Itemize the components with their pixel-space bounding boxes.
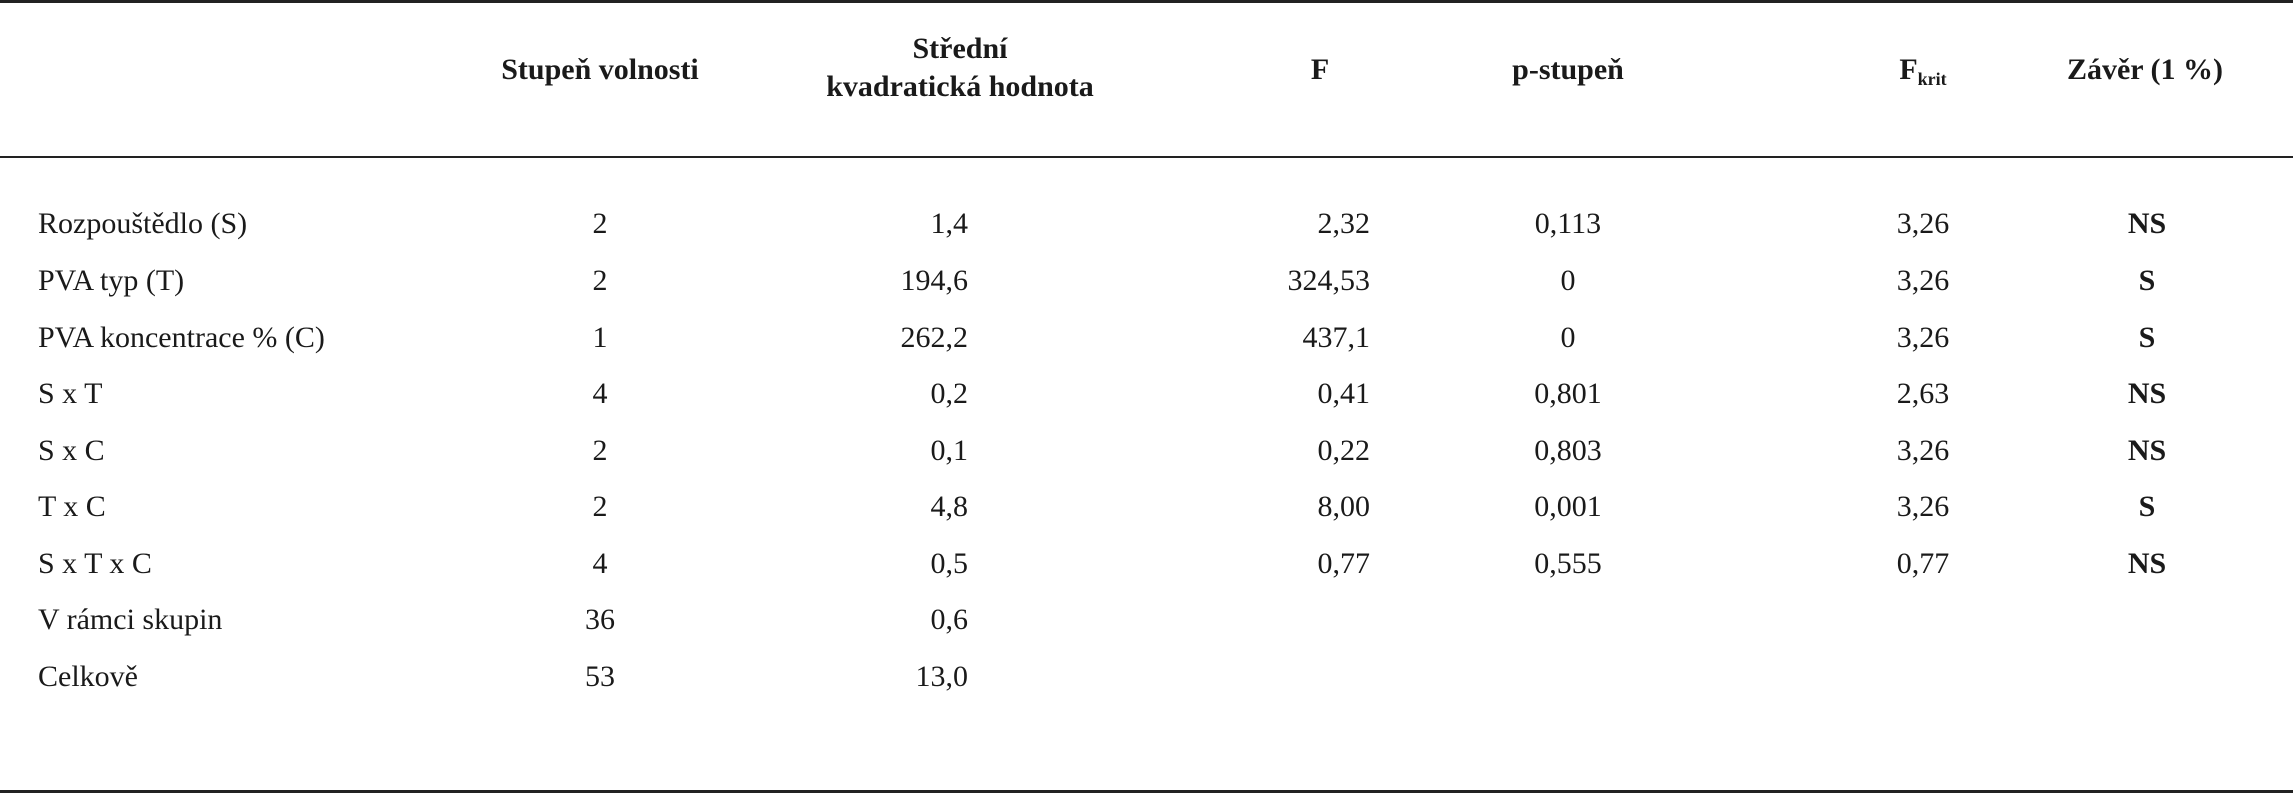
cell-zaver: NS	[2127, 434, 2167, 467]
cell-f: 0,22	[1317, 434, 1371, 467]
cell-p: 0,801	[1534, 377, 1602, 410]
cell-ms: 0,6	[930, 603, 969, 636]
cell-dof: 1	[592, 321, 608, 354]
table-top-rule	[0, 0, 2293, 3]
cell-f: 437,1	[1302, 321, 1371, 354]
cell-p: 0,113	[1534, 207, 1602, 240]
cell-dof: 2	[592, 434, 608, 467]
cell-p: 0	[1560, 264, 1576, 297]
header-f: F	[1310, 53, 1330, 86]
header-p: p-stupeň	[1512, 53, 1624, 86]
row-label: V rámci skupin	[38, 603, 223, 636]
table-header-rule	[0, 156, 2293, 158]
header-ms: Střední kvadratická hodnota	[760, 30, 1160, 106]
cell-f: 2,32	[1317, 207, 1371, 240]
table-bottom-rule	[0, 790, 2293, 793]
cell-fkrit: 0,77	[1896, 547, 1950, 580]
cell-ms: 194,6	[900, 264, 969, 297]
cell-ms: 262,2	[900, 321, 969, 354]
cell-ms: 1,4	[930, 207, 969, 240]
cell-ms: 0,2	[930, 377, 969, 410]
cell-fkrit: 3,26	[1896, 434, 1950, 467]
cell-f: 8,00	[1317, 490, 1371, 523]
header-fkrit-sub: krit	[1917, 69, 1947, 89]
cell-zaver: NS	[2127, 547, 2167, 580]
cell-dof: 36	[585, 603, 615, 636]
cell-zaver: NS	[2127, 377, 2167, 410]
cell-dof: 2	[592, 264, 608, 297]
row-label: S x C	[38, 434, 105, 467]
cell-fkrit: 3,26	[1896, 321, 1950, 354]
cell-p: 0,803	[1534, 434, 1602, 467]
cell-fkrit: 3,26	[1896, 264, 1950, 297]
cell-fkrit: 3,26	[1896, 207, 1950, 240]
cell-fkrit: 2,63	[1896, 377, 1950, 410]
cell-dof: 2	[592, 207, 608, 240]
cell-p: 0	[1560, 321, 1576, 354]
row-label: Rozpouštědlo (S)	[38, 207, 248, 240]
cell-dof: 4	[592, 547, 608, 580]
row-label: S x T x C	[38, 547, 152, 580]
cell-ms: 13,0	[915, 660, 969, 693]
cell-zaver: S	[2138, 490, 2156, 523]
cell-dof: 4	[592, 377, 608, 410]
header-zaver: Závěr (1 %)	[2066, 53, 2224, 86]
row-label: Celkově	[38, 660, 138, 693]
header-ms-line2: kvadratická hodnota	[826, 70, 1094, 103]
cell-f: 0,41	[1317, 377, 1371, 410]
header-dof: Stupeň volnosti	[501, 53, 699, 86]
header-fkrit: Fkrit	[1843, 51, 2003, 98]
row-label: T x C	[38, 490, 106, 523]
row-label: S x T	[38, 377, 103, 410]
cell-zaver: S	[2138, 264, 2156, 297]
cell-dof: 53	[585, 660, 615, 693]
cell-fkrit: 3,26	[1896, 490, 1950, 523]
row-label: PVA koncentrace % (C)	[38, 321, 325, 354]
cell-ms: 0,5	[930, 547, 969, 580]
header-fkrit-main: F	[1899, 53, 1918, 86]
cell-f: 324,53	[1287, 264, 1371, 297]
cell-dof: 2	[592, 490, 608, 523]
cell-zaver: S	[2138, 321, 2156, 354]
row-label: PVA typ (T)	[38, 264, 185, 297]
cell-f: 0,77	[1317, 547, 1371, 580]
cell-ms: 0,1	[930, 434, 969, 467]
header-ms-line1: Střední	[912, 32, 1008, 65]
cell-p: 0,001	[1534, 490, 1602, 523]
cell-ms: 4,8	[930, 490, 969, 523]
cell-p: 0,555	[1534, 547, 1602, 580]
cell-zaver: NS	[2127, 207, 2167, 240]
